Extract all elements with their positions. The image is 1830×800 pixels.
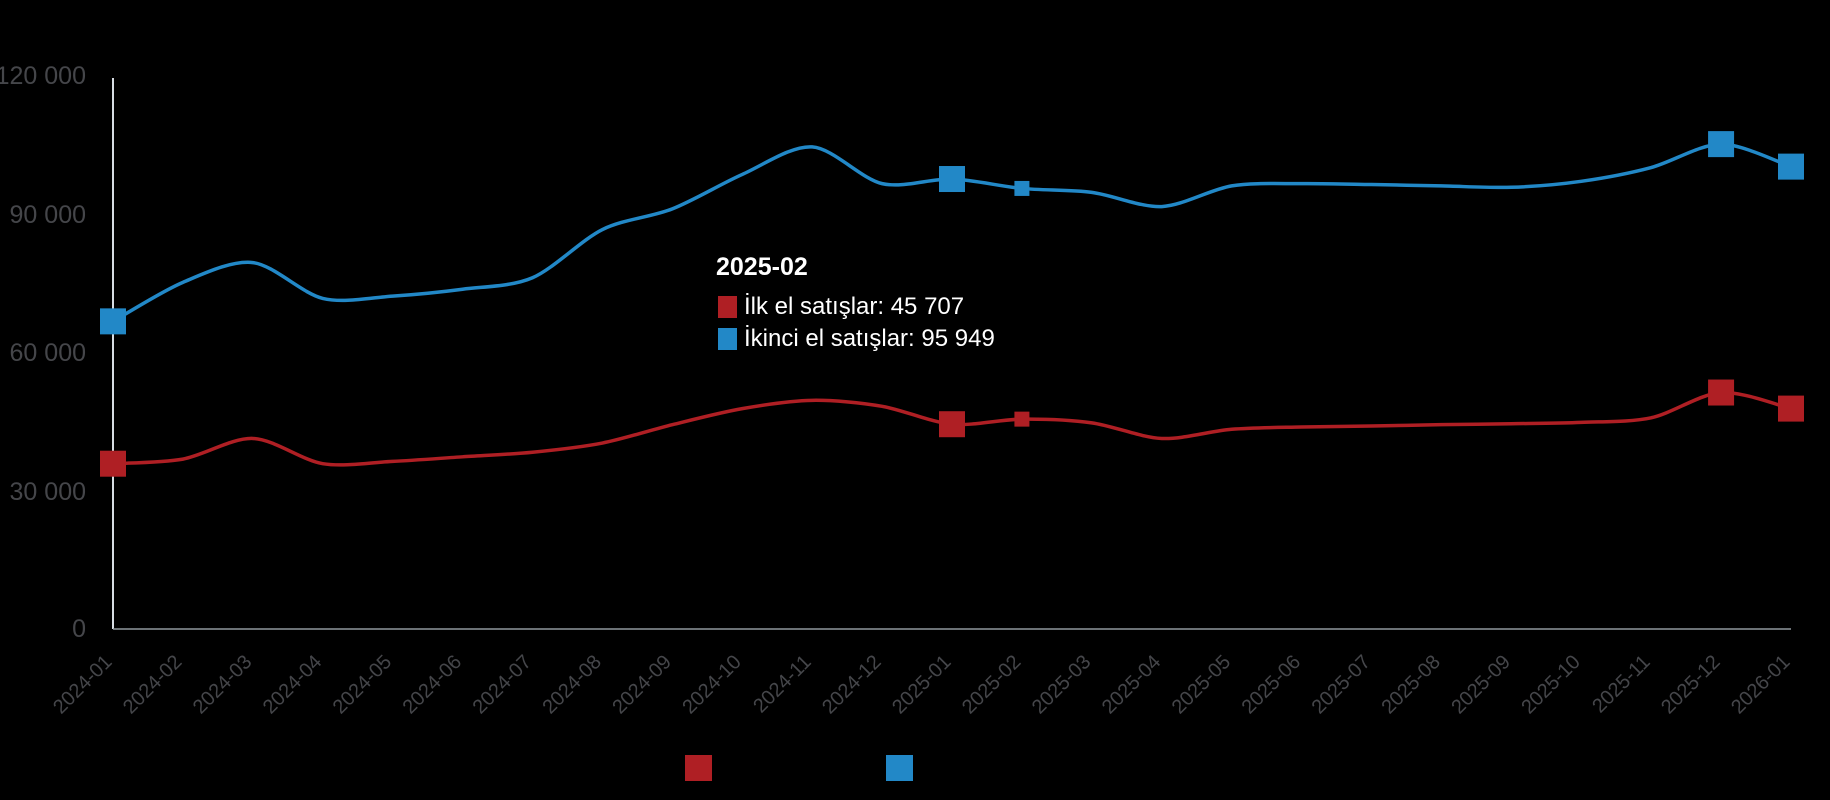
svg-text:2025-03: 2025-03 [1028,651,1095,718]
svg-text:2024-05: 2024-05 [329,651,396,718]
svg-text:2025-05: 2025-05 [1168,651,1235,718]
svg-text:0: 0 [72,615,86,643]
svg-text:2024-06: 2024-06 [399,651,466,718]
svg-text:2024-07: 2024-07 [469,651,536,718]
svg-text:2025-02: 2025-02 [958,651,1025,718]
svg-text:İlk el satışlar: 45 707: İlk el satışlar: 45 707 [744,293,964,320]
svg-text:2024-08: 2024-08 [538,651,605,718]
svg-text:2025-01: 2025-01 [888,651,955,718]
svg-text:2024-03: 2024-03 [189,651,256,718]
svg-text:2025-07: 2025-07 [1308,651,1375,718]
svg-text:60 000: 60 000 [10,339,86,367]
svg-text:30 000: 30 000 [10,478,86,506]
svg-text:2024-04: 2024-04 [259,651,326,718]
svg-text:2025-09: 2025-09 [1447,651,1514,718]
svg-text:90 000: 90 000 [10,201,86,229]
svg-text:2025-10: 2025-10 [1517,651,1584,718]
svg-text:2024-09: 2024-09 [608,651,675,718]
svg-text:120 000: 120 000 [0,62,86,90]
svg-text:2024-01: 2024-01 [49,651,116,718]
svg-text:2024-11: 2024-11 [749,651,815,717]
svg-text:2024-10: 2024-10 [678,651,745,718]
svg-text:2026-01: 2026-01 [1727,651,1794,718]
svg-text:2024-12: 2024-12 [818,651,885,718]
svg-text:2024-02: 2024-02 [119,651,186,718]
svg-text:2025-04: 2025-04 [1098,651,1165,718]
svg-text:2025-08: 2025-08 [1377,651,1444,718]
svg-text:İkinci el satışlar: 95 949: İkinci el satışlar: 95 949 [744,325,995,352]
svg-text:2025-12: 2025-12 [1657,651,1724,718]
svg-text:2025-06: 2025-06 [1238,651,1305,718]
svg-text:2025-11: 2025-11 [1588,651,1654,717]
svg-text:2025-02: 2025-02 [716,253,808,281]
